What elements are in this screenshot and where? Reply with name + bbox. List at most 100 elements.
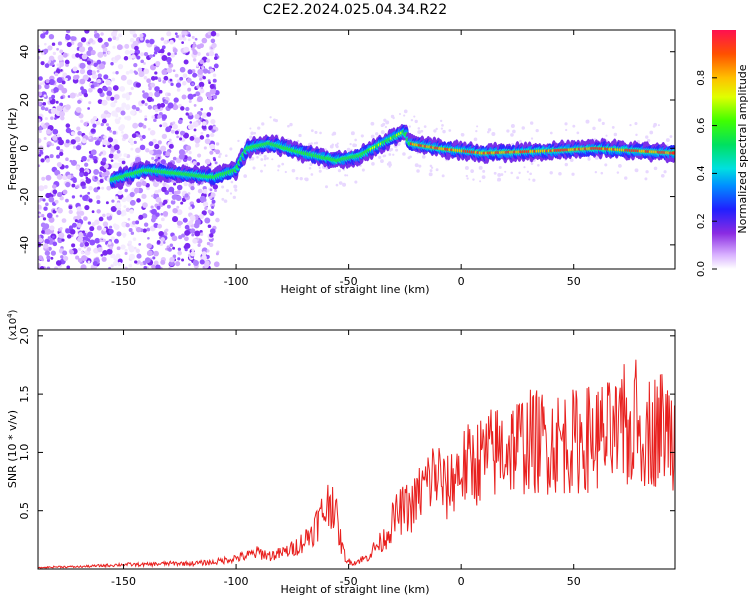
spectrogram-noise-point [193,103,197,107]
spectrogram-noise-point [165,247,168,251]
spectrogram-noise-point [266,157,269,160]
spectrogram-noise-point [204,206,208,211]
spectrogram-noise-point [106,248,113,255]
spectrogram-y-label: Frequency (Hz) [6,108,19,191]
spectrogram-noise-point [52,184,57,189]
spectrogram-noise-point [124,188,129,193]
spectrogram-noise-point [192,50,198,56]
spectrogram-x-label: Height of straight line (km) [280,283,429,296]
spectrogram-noise-point [39,82,43,86]
spectrogram-noise-point [61,218,67,223]
spectrogram-noise-point [124,251,128,255]
spectrogram-noise-point [52,189,58,195]
spectrogram-noise-point [184,229,191,236]
spectrogram-noise-point [199,232,204,236]
spectrogram-noise-point [549,131,553,135]
spectrogram-noise-point [644,177,648,181]
y-tick-label: 1.5 [18,385,31,403]
spectrogram-noise-point [42,124,47,130]
spectrogram-noise-point [204,138,211,145]
spectrogram-noise-point [175,34,179,39]
spectrogram-noise-point [315,141,319,145]
spectrogram-noise-point [79,243,84,248]
spectrogram-noise-point [68,225,74,230]
spectrogram-noise-point [62,52,68,58]
spectrogram-noise-point [532,178,536,182]
spectrogram-noise-point [88,186,93,191]
spectrogram-noise-point [56,47,59,51]
spectrogram-noise-point [392,153,395,156]
spectrogram-noise-point [160,212,164,216]
spectrogram-noise-point [442,129,446,134]
spectrogram-noise-point [140,37,144,41]
spectrogram-noise-point [42,101,47,106]
spectrogram-noise-point [122,133,129,140]
spectrogram-noise-point [41,258,45,262]
spectrogram-noise-point [429,169,433,173]
spectrogram-noise-point [57,41,62,46]
spectrogram-noise-point [137,260,141,264]
spectrogram-noise-point [188,206,193,210]
colorbar-tick-label: 0.2 [696,213,707,229]
spectrogram-noise-point [370,121,375,126]
spectrogram-noise-point [65,34,71,41]
spectrogram-noise-point [168,143,174,149]
spectrogram-noise-point [75,144,82,151]
spectrogram-noise-point [183,155,188,160]
spectrogram-noise-point [146,243,152,249]
spectrogram-noise-point [168,186,175,193]
spectrogram-noise-point [160,102,166,108]
spectrogram-noise-point [185,145,192,151]
spectrogram-noise-point [94,237,101,244]
spectrogram-noise-point [212,126,217,130]
spectrogram-noise-point [129,199,136,206]
spectrogram-noise-point [103,135,107,139]
spectrogram-noise-point [497,177,502,182]
spectrogram-noise-point [52,135,58,141]
spectrogram-noise-point [571,172,575,176]
spectrogram-noise-point [152,256,156,260]
spectrogram-noise-point [182,81,187,86]
spectrogram-noise-point [80,119,84,123]
spectrogram-noise-point [133,187,140,194]
spectrogram-noise-point [101,256,107,262]
spectrogram-noise-point [76,206,82,212]
spectrogram-noise-point [143,51,149,57]
spectrogram-noise-point [314,130,318,134]
spectrogram-noise-point [310,129,314,133]
spectrogram-noise-point [108,225,113,229]
spectrogram-noise-point [308,166,312,170]
snr-y-multiplier: (x104) [6,309,19,340]
spectrogram-noise-point [206,112,212,117]
spectrogram-noise-point [76,126,81,131]
spectrogram-noise-point [185,106,190,112]
spectrogram-noise-point [287,124,290,128]
spectrogram-noise-point [44,63,50,68]
spectrogram-noise-point [252,166,256,170]
spectrogram-noise-point [201,251,207,257]
spectrogram-noise-point [103,86,108,92]
spectrogram-noise-point [97,88,103,94]
spectrogram-noise-point [51,42,56,46]
spectrogram-noise-point [402,152,406,156]
spectrogram-noise-point [65,104,71,110]
spectrogram-noise-point [71,243,76,248]
spectrogram-noise-point [257,126,261,130]
spectrogram-noise-point [380,130,385,135]
spectrogram-noise-point [100,151,103,155]
spectrogram-noise-point [170,129,175,134]
spectrogram-noise-point [148,91,154,98]
spectrogram-noise-point [160,237,165,242]
spectrogram-noise-point [172,216,179,223]
spectrogram-noise-point [117,190,123,196]
spectrogram-noise-point [123,56,129,61]
spectrogram-noise-point [98,63,105,70]
spectrogram-noise-point [199,88,205,94]
spectrogram-noise-point [87,46,93,52]
spectrogram-noise-point [98,171,103,175]
spectrogram-noise-point [130,147,134,151]
spectrogram-noise-point [111,77,116,82]
spectrogram-noise-point [371,162,375,166]
spectrogram-noise-point [198,81,205,88]
spectrogram-noise-point [56,77,63,84]
